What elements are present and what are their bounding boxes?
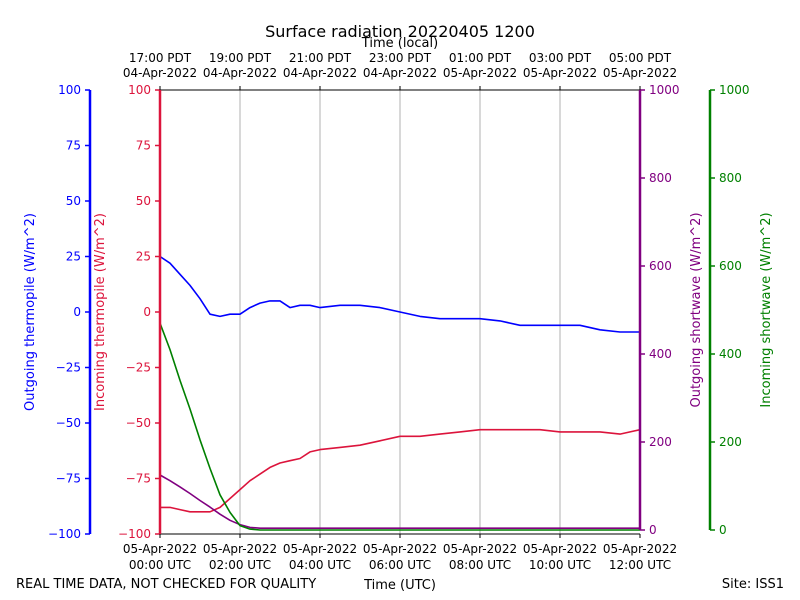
x-axis-ticks: 05-Apr-2022 00:00 UTC 05-Apr-2022 02:00 UTC… xyxy=(123,51,677,572)
top-tick-date-4: 05-Apr-2022 xyxy=(443,66,517,80)
axis-label-incoming-thermopile: Incoming thermopile (W/m^2) xyxy=(93,213,108,411)
x-axis-label: Time (UTC) xyxy=(363,578,436,593)
tick-label-incoming-shortwave-1000: 1000 xyxy=(719,83,750,97)
top-tick-time-3: 23:00 PDT xyxy=(369,51,432,65)
chart-title: Surface radiation 20220405 1200 xyxy=(265,22,535,41)
tick-label-incoming-shortwave-400: 400 xyxy=(719,347,742,361)
bottom-tick-date-5: 05-Apr-2022 xyxy=(523,542,597,556)
tick-label-incoming-shortwave-600: 600 xyxy=(719,259,742,273)
site-label: Site: ISS1 xyxy=(722,577,784,592)
bottom-tick-date-0: 05-Apr-2022 xyxy=(123,542,197,556)
top-tick-date-5: 05-Apr-2022 xyxy=(523,66,597,80)
axis-incoming-shortwave: 0 200 400 600 800 1000 Incoming shortwave (W/m… xyxy=(708,83,774,537)
top-tick-time-0: 17:00 PDT xyxy=(129,51,192,65)
tick-label-incoming-thermopile-100: 100 xyxy=(128,83,151,97)
tick-label-incoming-thermopile-50: 50 xyxy=(136,194,151,208)
bottom-tick-time-2: 04:00 UTC xyxy=(289,558,351,572)
series-line-incoming-shortwave xyxy=(159,322,640,531)
tick-label-outgoing-shortwave-200: 200 xyxy=(649,435,672,449)
top-axis-label: Time (local) xyxy=(361,36,438,51)
axis-outgoing-shortwave: 0 200 400 600 800 1000 Outgoing shortwave (W/m… xyxy=(638,83,704,537)
top-tick-date-6: 05-Apr-2022 xyxy=(603,66,677,80)
bottom-tick-date-6: 05-Apr-2022 xyxy=(603,542,677,556)
top-tick-time-6: 05:00 PDT xyxy=(609,51,672,65)
bottom-tick-time-5: 10:00 UTC xyxy=(529,558,591,572)
tick-label-incoming-shortwave-800: 800 xyxy=(719,171,742,185)
top-tick-time-1: 19:00 PDT xyxy=(209,51,272,65)
tick-label-outgoing-thermopile-75: 75 xyxy=(66,139,81,153)
tick-label-outgoing-shortwave-400: 400 xyxy=(649,347,672,361)
tick-label-outgoing-thermopile-100: 100 xyxy=(58,83,81,97)
top-tick-time-4: 01:00 PDT xyxy=(449,51,512,65)
tick-label-incoming-thermopile--75: −75 xyxy=(126,472,151,486)
top-tick-time-5: 03:00 PDT xyxy=(529,51,592,65)
bottom-tick-time-3: 06:00 UTC xyxy=(369,558,431,572)
bottom-tick-time-1: 02:00 UTC xyxy=(209,558,271,572)
bottom-tick-date-1: 05-Apr-2022 xyxy=(203,542,277,556)
top-tick-date-3: 04-Apr-2022 xyxy=(363,66,437,80)
tick-label-incoming-thermopile--50: −50 xyxy=(126,416,151,430)
axis-outgoing-thermopile: −100 −75 −50 −25 0 25 50 75 100 Outgoing thermopi… xyxy=(23,83,92,541)
tick-label-incoming-shortwave-200: 200 xyxy=(719,435,742,449)
data-series xyxy=(159,255,641,531)
tick-label-outgoing-thermopile-25: 25 xyxy=(66,250,81,264)
bottom-tick-date-3: 05-Apr-2022 xyxy=(363,542,437,556)
tick-label-incoming-thermopile-0: 0 xyxy=(143,305,151,319)
tick-label-incoming-thermopile--100: −100 xyxy=(118,527,151,541)
top-tick-time-2: 21:00 PDT xyxy=(289,51,352,65)
series-line-outgoing-thermopile xyxy=(159,255,640,333)
top-tick-date-1: 04-Apr-2022 xyxy=(203,66,277,80)
tick-label-incoming-thermopile-75: 75 xyxy=(136,139,151,153)
tick-label-outgoing-shortwave-800: 800 xyxy=(649,171,672,185)
tick-label-outgoing-thermopile--50: −50 xyxy=(56,416,81,430)
tick-label-outgoing-shortwave-600: 600 xyxy=(649,259,672,273)
quality-disclaimer: REAL TIME DATA, NOT CHECKED FOR QUALITY xyxy=(16,577,316,592)
series-line-outgoing-shortwave xyxy=(159,474,640,530)
tick-label-outgoing-shortwave-1000: 1000 xyxy=(649,83,680,97)
bottom-tick-time-4: 08:00 UTC xyxy=(449,558,511,572)
tick-label-incoming-thermopile-25: 25 xyxy=(136,250,151,264)
bottom-tick-time-0: 00:00 UTC xyxy=(129,558,191,572)
axis-incoming-thermopile: −100 −75 −50 −25 0 25 50 75 100 Incoming thermopi… xyxy=(93,83,162,541)
tick-label-outgoing-thermopile--100: −100 xyxy=(48,527,81,541)
tick-label-outgoing-thermopile--25: −25 xyxy=(56,361,81,375)
tick-label-incoming-thermopile--25: −25 xyxy=(126,361,151,375)
bottom-tick-time-6: 12:00 UTC xyxy=(609,558,671,572)
tick-label-outgoing-shortwave-0: 0 xyxy=(649,523,657,537)
top-tick-date-0: 04-Apr-2022 xyxy=(123,66,197,80)
tick-label-outgoing-thermopile--75: −75 xyxy=(56,472,81,486)
tick-label-outgoing-thermopile-0: 0 xyxy=(73,305,81,319)
top-tick-date-2: 04-Apr-2022 xyxy=(283,66,357,80)
tick-label-outgoing-thermopile-50: 50 xyxy=(66,194,81,208)
axis-label-outgoing-thermopile: Outgoing thermopile (W/m^2) xyxy=(23,213,38,411)
y-axes: −100 −75 −50 −25 0 25 50 75 100 Outgoing thermopi… xyxy=(23,83,774,541)
axis-label-outgoing-shortwave: Outgoing shortwave (W/m^2) xyxy=(689,212,704,407)
tick-label-incoming-shortwave-0: 0 xyxy=(719,523,727,537)
bottom-tick-date-2: 05-Apr-2022 xyxy=(283,542,357,556)
axis-label-incoming-shortwave: Incoming shortwave (W/m^2) xyxy=(759,212,774,407)
bottom-tick-date-4: 05-Apr-2022 xyxy=(443,542,517,556)
